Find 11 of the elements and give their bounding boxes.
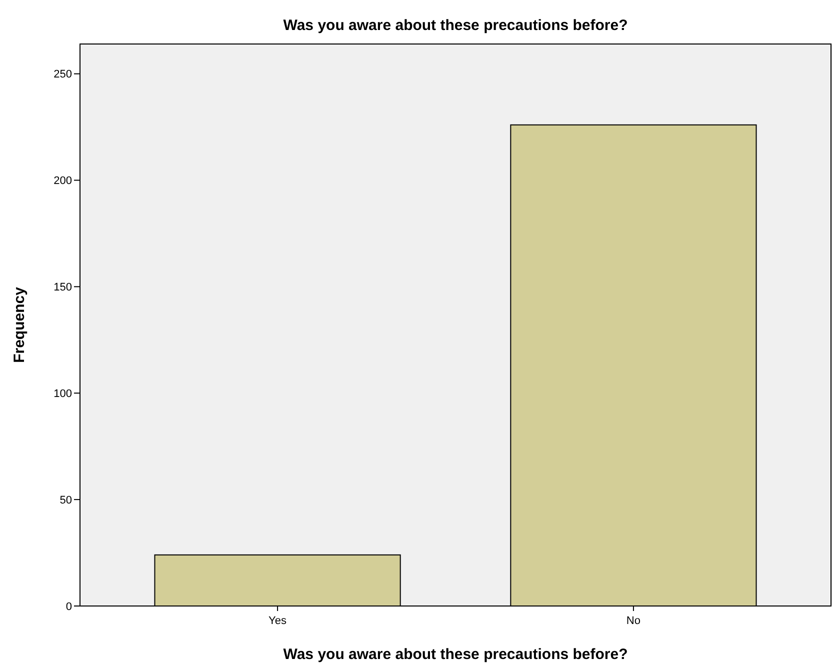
y-tick-label: 100 (54, 388, 72, 400)
y-tick-label: 250 (54, 68, 72, 81)
chart-title: Was you aware about these precautions before? (283, 17, 628, 34)
y-tick-label: 0 (66, 600, 72, 613)
y-axis-title: Frequency (11, 286, 28, 363)
y-tick-label: 50 (60, 494, 72, 506)
x-tick-label: No (626, 615, 640, 627)
y-tick-label: 200 (54, 175, 72, 188)
y-tick-label: 150 (54, 282, 72, 294)
x-tick-label: Yes (268, 615, 288, 627)
x-axis-title: Was you aware about these precautions before? (283, 646, 628, 663)
